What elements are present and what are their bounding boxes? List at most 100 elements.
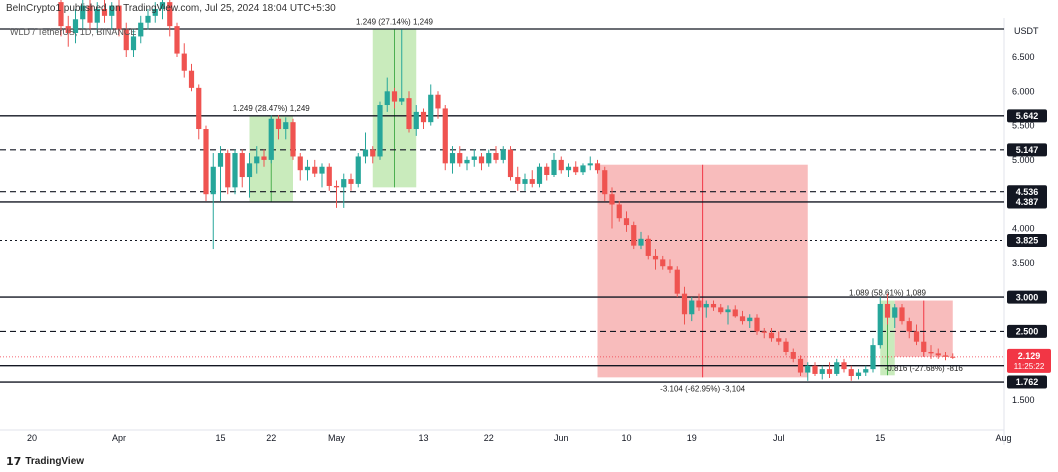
candle-body[interactable]	[275, 118, 282, 130]
candle-body[interactable]	[834, 362, 840, 374]
candle-body[interactable]	[203, 129, 209, 195]
candle-body[interactable]	[268, 118, 274, 160]
candle-body[interactable]	[420, 111, 427, 123]
candle-body[interactable]	[435, 94, 441, 109]
candle-body[interactable]	[703, 303, 709, 308]
candle-body[interactable]	[710, 303, 717, 308]
candle-body[interactable]	[65, 26, 71, 33]
candle-body[interactable]	[950, 356, 956, 358]
candle-body[interactable]	[297, 156, 303, 171]
candle-body[interactable]	[391, 91, 398, 102]
candle-body[interactable]	[500, 149, 506, 160]
candle-body[interactable]	[239, 153, 245, 178]
candle-body[interactable]	[449, 153, 456, 164]
candle-body[interactable]	[667, 266, 673, 270]
candle-body[interactable]	[739, 316, 746, 322]
candle-body[interactable]	[558, 159, 564, 171]
tradingview-branding[interactable]: 17 TradingView	[6, 455, 84, 468]
candle-body[interactable]	[826, 369, 833, 374]
candle-body[interactable]	[152, 8, 158, 16]
candle-body[interactable]	[587, 163, 593, 166]
candle-body[interactable]	[928, 351, 934, 354]
candle-body[interactable]	[196, 87, 202, 130]
candle-body[interactable]	[921, 341, 927, 352]
candle-body[interactable]	[522, 179, 528, 184]
candle-body[interactable]	[355, 156, 361, 184]
candle-body[interactable]	[645, 238, 651, 256]
candle-body[interactable]	[870, 345, 876, 370]
candle-body[interactable]	[413, 111, 419, 130]
candle-body[interactable]	[616, 204, 622, 219]
candle-body[interactable]	[573, 166, 579, 173]
candle-body[interactable]	[94, 8, 100, 23]
candle-body[interactable]	[399, 98, 405, 102]
candle-body[interactable]	[167, 2, 173, 27]
candle-body[interactable]	[116, 5, 122, 30]
candle-body[interactable]	[718, 307, 724, 313]
candle-body[interactable]	[776, 338, 782, 342]
candle-body[interactable]	[123, 29, 129, 51]
candle-body[interactable]	[761, 331, 767, 333]
candle-body[interactable]	[87, 5, 93, 23]
candle-body[interactable]	[246, 163, 253, 178]
candle-body[interactable]	[138, 22, 144, 37]
candle-body[interactable]	[72, 19, 79, 33]
candle-body[interactable]	[362, 149, 369, 157]
candle-body[interactable]	[913, 331, 920, 342]
candle-body[interactable]	[283, 122, 289, 130]
candle-body[interactable]	[747, 317, 753, 322]
candle-body[interactable]	[797, 358, 804, 373]
candle-body[interactable]	[174, 26, 180, 54]
candle-body[interactable]	[848, 369, 854, 376]
candle-body[interactable]	[696, 300, 702, 308]
candle-body[interactable]	[101, 8, 108, 16]
candle-body[interactable]	[660, 259, 666, 267]
candle-body[interactable]	[515, 177, 521, 184]
candle-body[interactable]	[536, 166, 543, 184]
candle-body[interactable]	[225, 153, 231, 188]
candle-body[interactable]	[899, 307, 905, 322]
candle-body[interactable]	[130, 36, 137, 51]
candle-body[interactable]	[884, 303, 891, 318]
candle-body[interactable]	[442, 108, 448, 164]
candle-body[interactable]	[652, 255, 659, 260]
candle-body[interactable]	[80, 5, 86, 20]
candle-body[interactable]	[471, 156, 477, 160]
candle-body[interactable]	[384, 91, 390, 106]
candle-body[interactable]	[602, 170, 608, 195]
candle-body[interactable]	[159, 2, 166, 9]
candle-body[interactable]	[638, 238, 644, 246]
candle-body[interactable]	[674, 269, 680, 294]
candle-body[interactable]	[732, 309, 738, 317]
candle-body[interactable]	[181, 53, 187, 71]
candle-body[interactable]	[783, 341, 789, 352]
candle-body[interactable]	[217, 153, 224, 167]
candle-body[interactable]	[261, 156, 267, 160]
candle-body[interactable]	[319, 166, 325, 174]
candle-body[interactable]	[210, 166, 216, 195]
candle-body[interactable]	[935, 353, 941, 356]
candle-body[interactable]	[725, 309, 731, 313]
candle-body[interactable]	[863, 369, 869, 373]
candle-body[interactable]	[892, 307, 898, 318]
candle-body[interactable]	[464, 159, 470, 164]
candle-body[interactable]	[631, 225, 637, 246]
candle-body[interactable]	[457, 153, 463, 164]
candle-body[interactable]	[348, 179, 354, 184]
candle-body[interactable]	[790, 351, 796, 359]
candle-body[interactable]	[58, 2, 64, 27]
candle-body[interactable]	[188, 70, 195, 88]
candle-body[interactable]	[565, 166, 572, 171]
candle-body[interactable]	[304, 166, 311, 171]
candle-body[interactable]	[370, 149, 376, 157]
candle-body[interactable]	[486, 153, 492, 164]
candle-body[interactable]	[507, 149, 514, 178]
candle-body[interactable]	[341, 179, 347, 188]
candle-body[interactable]	[326, 166, 332, 186]
candle-body[interactable]	[406, 98, 412, 130]
candle-body[interactable]	[254, 156, 260, 164]
candle-body[interactable]	[609, 194, 615, 205]
candle-body[interactable]	[819, 369, 825, 374]
candle-body[interactable]	[232, 153, 238, 188]
